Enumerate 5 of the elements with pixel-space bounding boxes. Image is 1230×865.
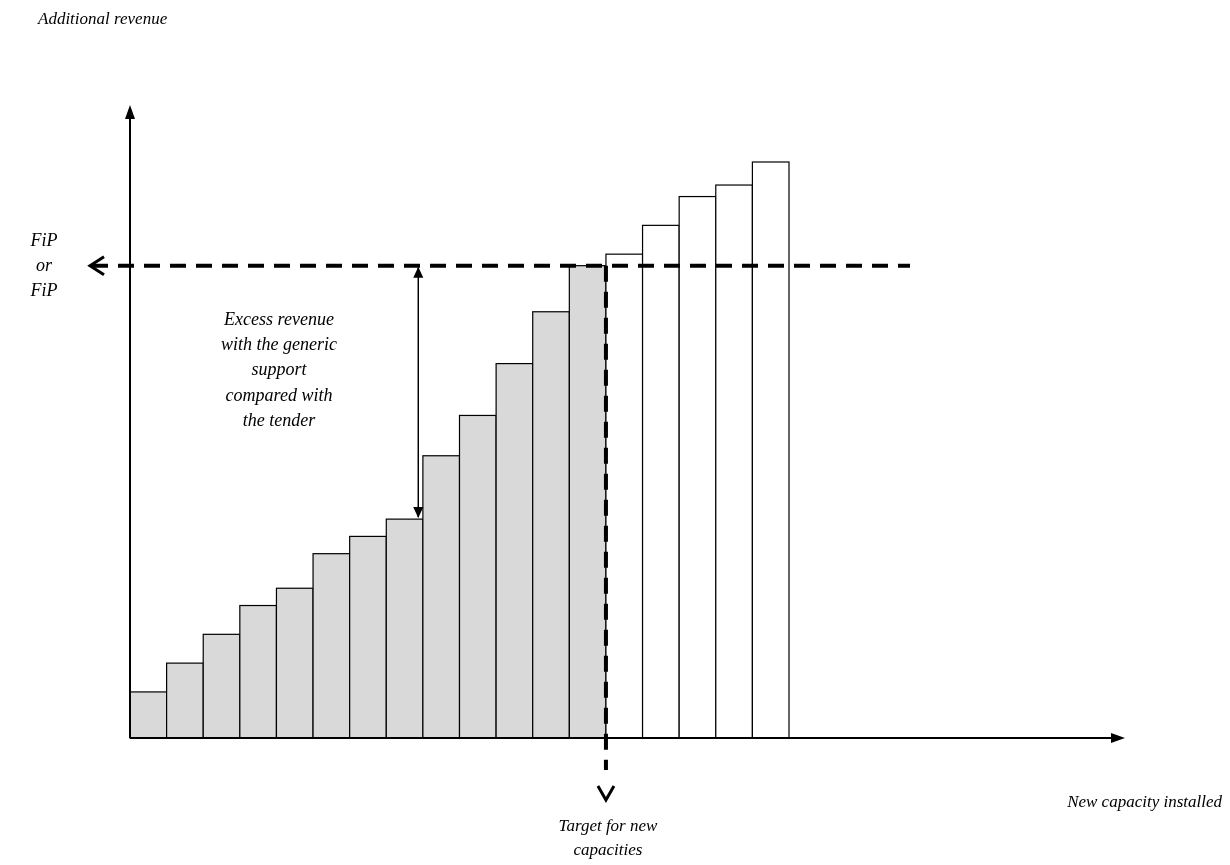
annotation: Excess revenue with the generic support compared with the tender <box>221 309 337 430</box>
text: Additional revenue <box>37 9 168 28</box>
text: Target for new capacities <box>558 816 659 859</box>
ref-line-label: FiP or FiP <box>29 229 58 301</box>
text: New capacity installed <box>1066 792 1223 811</box>
